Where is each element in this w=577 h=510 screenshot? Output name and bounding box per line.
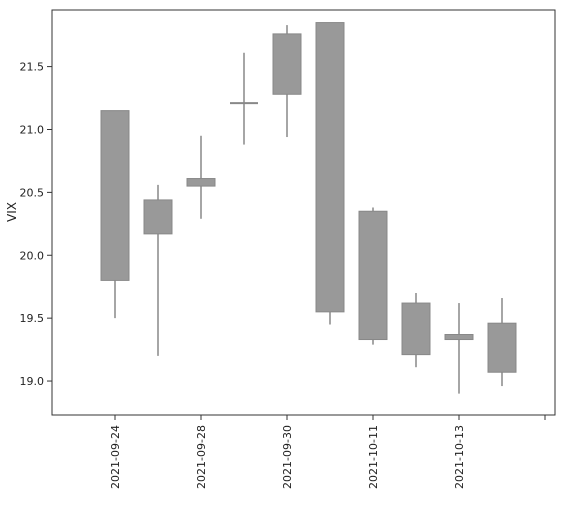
x-tick-label: 2021-09-28 — [195, 425, 208, 489]
candle-body — [444, 334, 474, 341]
y-tick-label: 21.5 — [20, 61, 45, 74]
candle-body — [315, 22, 345, 313]
candle-body — [358, 210, 388, 341]
y-tick-label: 19.0 — [20, 375, 45, 388]
y-tick-label: 20.5 — [20, 186, 45, 199]
candle-9 — [487, 298, 517, 387]
candle-body — [100, 110, 130, 281]
candle-4 — [272, 25, 302, 138]
candle-body — [272, 33, 302, 95]
candle-body — [186, 178, 216, 187]
x-tick-label: 2021-10-11 — [367, 425, 380, 489]
candle-6 — [358, 207, 388, 345]
y-axis: 19.0 19.5 20.0 20.5 21.0 21.5 — [20, 61, 52, 388]
candle-8 — [444, 303, 474, 394]
candle-5 — [315, 22, 345, 325]
x-tick-label: 2021-09-24 — [109, 425, 122, 489]
y-axis-title: VIX — [5, 202, 19, 222]
x-tick-label: 2021-10-13 — [453, 425, 466, 489]
candle-7 — [401, 292, 431, 368]
candle-0 — [100, 110, 130, 319]
candle-body — [143, 199, 173, 235]
candles-layer — [100, 22, 517, 394]
x-axis: 2021-09-24 2021-09-28 2021-09-30 2021-10-11… — [109, 415, 546, 489]
x-tick-label: 2021-09-30 — [281, 425, 294, 489]
candle-body — [401, 302, 431, 356]
candle-1 — [143, 184, 173, 356]
candle-3 — [230, 52, 258, 145]
plot-frame — [51, 9, 556, 416]
y-tick-label: 20.0 — [20, 249, 45, 262]
y-tick-label: 19.5 — [20, 312, 45, 325]
y-tick-label: 21.0 — [20, 123, 45, 136]
candle-body — [487, 322, 517, 373]
candle-2 — [186, 135, 216, 219]
